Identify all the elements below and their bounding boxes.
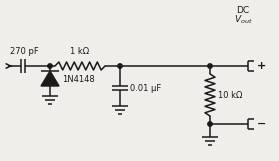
Circle shape <box>208 64 212 68</box>
Text: +: + <box>257 61 266 71</box>
Text: 10 kΩ: 10 kΩ <box>218 90 242 99</box>
Circle shape <box>48 64 52 68</box>
Circle shape <box>118 64 122 68</box>
Text: 1N4148: 1N4148 <box>62 75 95 84</box>
Text: −: − <box>257 119 266 129</box>
Text: 270 pF: 270 pF <box>10 47 39 56</box>
Text: 1 kΩ: 1 kΩ <box>70 47 90 56</box>
Text: $V_{out}$: $V_{out}$ <box>234 13 252 25</box>
Text: DC: DC <box>236 6 249 15</box>
Circle shape <box>208 122 212 126</box>
Polygon shape <box>41 71 59 86</box>
Text: 0.01 μF: 0.01 μF <box>130 84 161 93</box>
